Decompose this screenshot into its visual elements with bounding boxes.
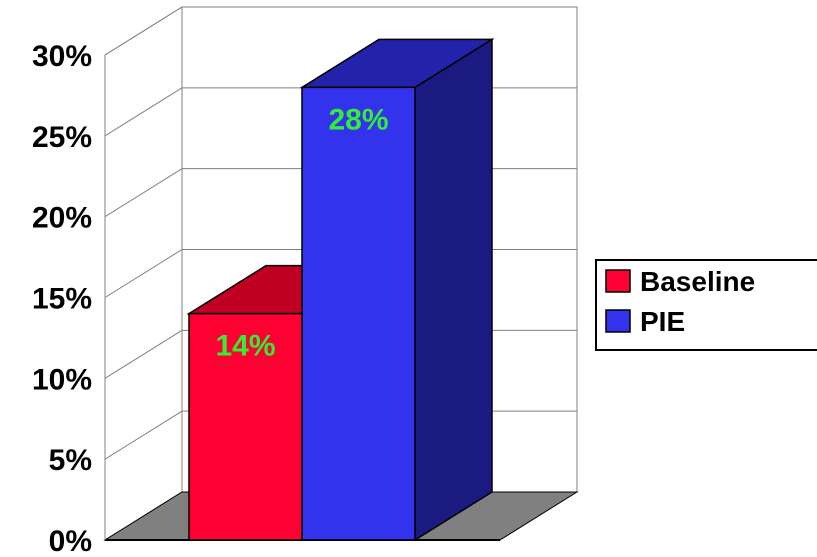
- legend-label-baseline: Baseline: [640, 266, 755, 297]
- legend-label-pie: PIE: [640, 306, 685, 337]
- legend-swatch-baseline: [605, 269, 631, 293]
- legend-box: [595, 259, 817, 351]
- y-axis-ticks: 0% 5% 10% 15% 20% 25% 30%: [32, 40, 92, 557]
- y-tick-label: 30%: [32, 40, 92, 73]
- bar-baseline: [188, 312, 303, 541]
- y-tick-label: 10%: [32, 363, 92, 396]
- gridline-side: [104, 410, 183, 460]
- gridline-side: [104, 168, 183, 218]
- y-tick-label: 5%: [49, 444, 92, 477]
- y-tick-label: 15%: [32, 283, 92, 316]
- gridline-side: [104, 329, 183, 379]
- data-label-pie: 28%: [328, 103, 388, 136]
- legend: Baseline PIE: [595, 259, 817, 351]
- y-tick-label: 0%: [49, 525, 92, 557]
- data-labels: 14% 28%: [215, 103, 388, 362]
- y-tick-label: 25%: [32, 121, 92, 154]
- data-label-baseline: 14%: [215, 330, 275, 363]
- y-tick-label: 20%: [32, 202, 92, 235]
- legend-swatch-pie: [605, 309, 631, 333]
- gridline-side: [104, 87, 183, 137]
- bar-pie: [301, 86, 416, 541]
- gridline-side: [104, 6, 183, 56]
- bars: [186, 37, 495, 542]
- gridline-side: [104, 249, 183, 298]
- bar-side-pie: [414, 37, 493, 542]
